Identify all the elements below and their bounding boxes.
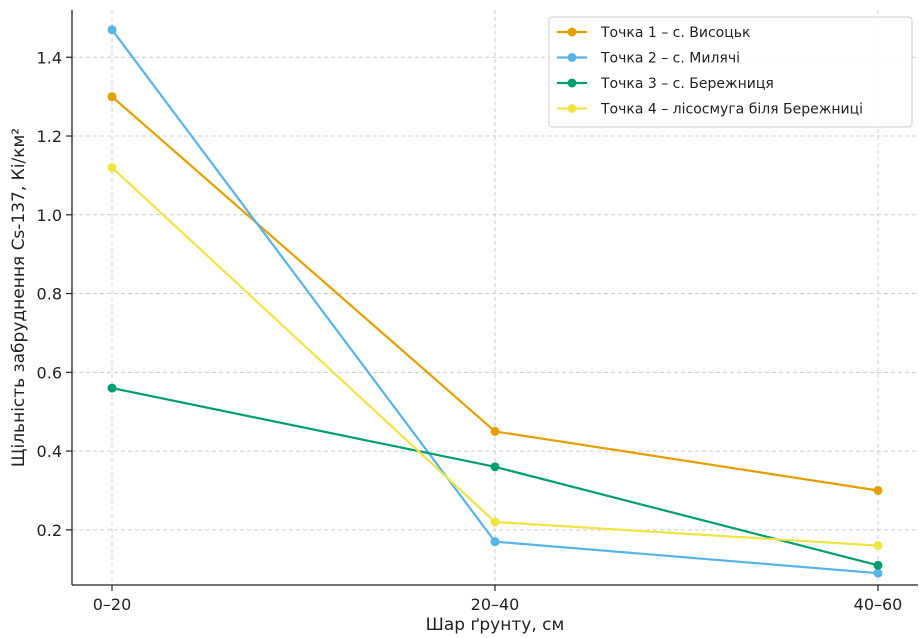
data-point-series-3	[873, 560, 883, 570]
data-point-series-2	[107, 25, 117, 35]
y-axis-title: Щільність забруднення Cs-137, Кі/км²	[9, 128, 29, 467]
y-tick-label: 1.0	[37, 206, 62, 225]
x-axis-title: Шар ґрунту, см	[426, 615, 565, 635]
legend-box	[548, 16, 913, 128]
series-lines	[107, 25, 883, 578]
data-point-series-4	[873, 541, 883, 551]
axes	[66, 10, 918, 591]
data-point-series-4	[490, 517, 500, 527]
grid	[72, 10, 918, 585]
y-tick-label: 0.8	[37, 285, 62, 304]
data-point-series-4	[107, 163, 117, 173]
data-point-series-1	[107, 92, 117, 102]
tick-labels: 0–20 20–40 40–60 0.2 0.4 0.6 0.8 1.0 1.2 1.4	[37, 48, 903, 614]
legend-marker-2	[567, 53, 577, 62]
data-point-series-2	[490, 537, 500, 547]
x-tick-label: 0–20	[93, 595, 132, 614]
legend-marker-3	[567, 78, 577, 88]
legend: Точка 1 – с. Висоцьк Точка 2 – с. Милячі Т…	[548, 16, 913, 128]
x-tick-label: 40–60	[854, 595, 903, 614]
data-point-series-1	[490, 426, 500, 436]
legend-label-4: Точка 4 – лісосмуга біля Бережниці	[600, 102, 863, 118]
data-point-series-2	[873, 568, 883, 578]
data-point-series-1	[873, 485, 883, 495]
legend-label-1: Точка 1 – с. Висоцьк	[600, 25, 750, 41]
data-point-series-3	[107, 383, 117, 393]
legend-marker-4	[567, 104, 577, 113]
y-tick-label: 0.4	[37, 442, 62, 461]
x-tick-label: 20–40	[471, 595, 520, 614]
legend-label-2: Точка 2 – с. Милячі	[600, 51, 740, 67]
y-tick-label: 1.4	[37, 48, 62, 67]
y-tick-label: 0.6	[37, 363, 62, 382]
y-tick-label: 1.2	[37, 127, 62, 146]
legend-marker-1	[567, 27, 577, 37]
y-tick-label: 0.2	[37, 521, 62, 540]
legend-label-3: Точка 3 – с. Бережниця	[600, 76, 774, 92]
data-point-series-3	[490, 462, 500, 472]
